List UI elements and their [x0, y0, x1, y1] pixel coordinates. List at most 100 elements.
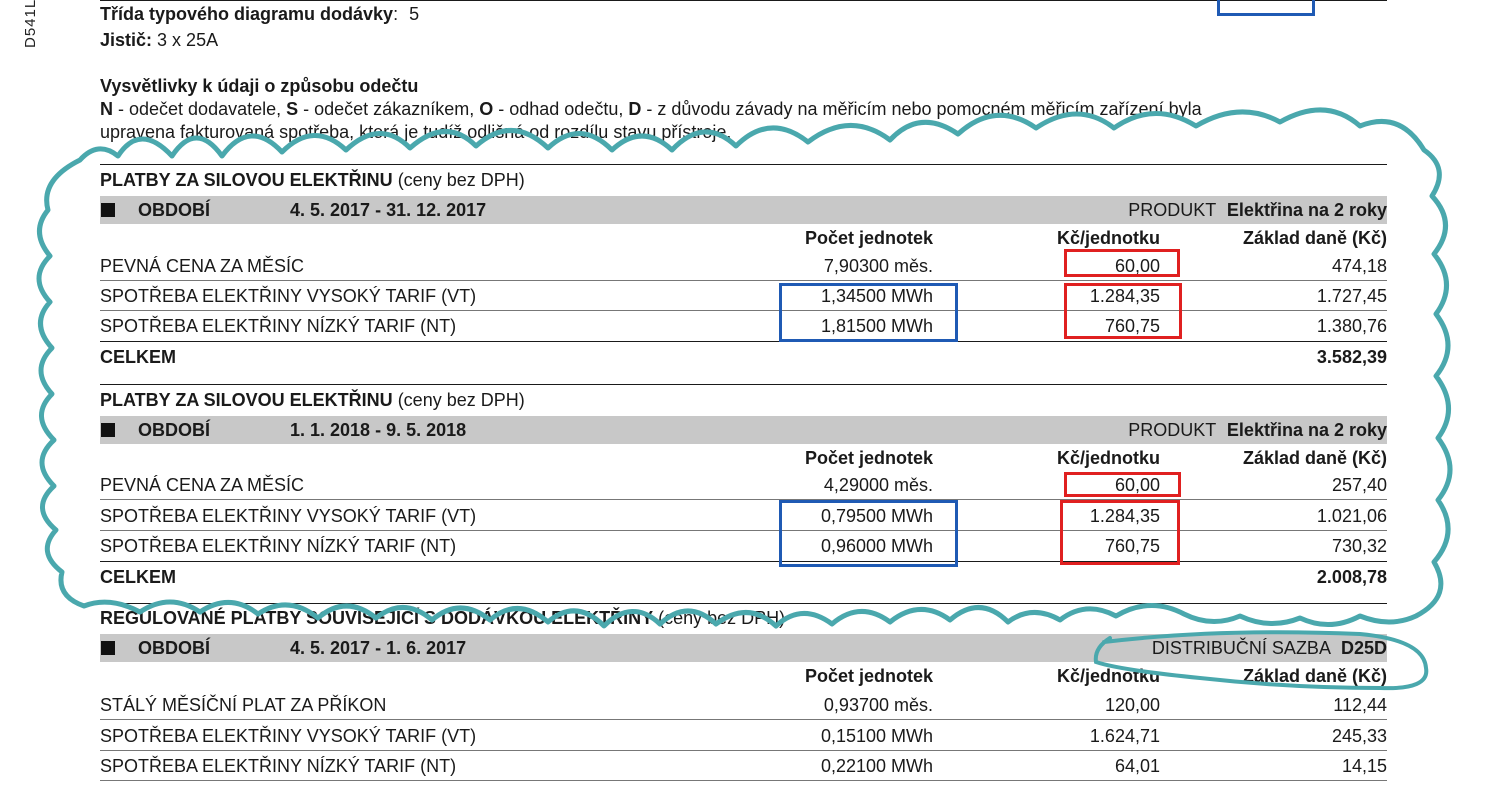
section3-row-rule-3 [100, 780, 1387, 781]
section2-total-rule [100, 561, 1387, 562]
section3-col-base: Základ daně (Kč) [1242, 666, 1387, 686]
legend-line-1: N - odečet dodavatele, S - odečet zákazn… [100, 99, 1202, 120]
row-price: 64,01 [1114, 756, 1160, 776]
top-rule [100, 0, 1387, 1]
breaker-label: Jistič: [100, 30, 153, 50]
row-name: PEVNÁ CENA ZA MĚSÍC [100, 256, 305, 276]
legend-s-key: S [286, 99, 299, 119]
section2-period: 1. 1. 2018 - 9. 5. 2018 [290, 420, 467, 440]
legend-title: Vysvětlivky k údaji o způsobu odečtu [100, 76, 419, 96]
diagram-class-value: 5 [409, 4, 420, 24]
row-base: 112,44 [1333, 695, 1387, 715]
section3-rate-label: DISTRIBUČNÍ SAZBA [1151, 638, 1330, 658]
section2-title-note: (ceny bez DPH) [392, 390, 525, 410]
section1-col-base: Základ daně (Kč) [1242, 228, 1387, 248]
row-name: PEVNÁ CENA ZA MĚSÍC [100, 475, 305, 495]
section3-title-note: (ceny bez DPH) [653, 608, 786, 628]
units-highlight-section1 [779, 283, 958, 342]
section3-title: REGULOVANÉ PLATBY SOUVISEJÍCÍ S DODÁVKOU… [100, 608, 785, 629]
row-name: SPOTŘEBA ELEKTŘINY NÍZKÝ TARIF (NT) [100, 756, 457, 776]
breaker-value: 3 x 25A [157, 30, 219, 50]
section2-row-rule-2 [100, 530, 1387, 531]
legend-d-key: D [628, 99, 642, 119]
section1-title-text: PLATBY ZA SILOVOU ELEKTŘINU [100, 170, 393, 190]
legend-n-key: N [100, 99, 113, 119]
section3-top-rule [100, 603, 1387, 604]
row-units: 0,15100 MWh [820, 726, 933, 746]
row-price: 1.624,71 [1089, 726, 1160, 746]
units-highlight-section2 [779, 500, 958, 567]
section1-top-rule [100, 164, 1387, 165]
section3-row-rule-1 [100, 719, 1387, 720]
row-base: 474,18 [1331, 256, 1387, 276]
section1-product-value: Elektřina na 2 roky [1226, 200, 1387, 220]
section2-product-label: PRODUKT [1128, 420, 1216, 440]
section1-col-units: Počet jednotek [804, 228, 933, 248]
section1-bullet-square [101, 203, 115, 217]
section3-period: 4. 5. 2017 - 1. 6. 2017 [290, 638, 467, 658]
row-name: SPOTŘEBA ELEKTŘINY VYSOKÝ TARIF (VT) [100, 286, 477, 306]
section2-title-text: PLATBY ZA SILOVOU ELEKTŘINU [100, 390, 393, 410]
section1-period: 4. 5. 2017 - 31. 12. 2017 [290, 200, 487, 220]
section2-row-rule-1 [100, 499, 1387, 500]
row-price: 120,00 [1104, 695, 1160, 715]
legend-d-text: - z důvodu závady na měřicím nebo pomocn… [641, 99, 1202, 119]
section1-title: PLATBY ZA SILOVOU ELEKTŘINU (ceny bez DP… [100, 170, 525, 191]
section1-row-rule-2 [100, 310, 1387, 311]
section3-title-text: REGULOVANÉ PLATBY SOUVISEJÍCÍ S DODÁVKOU… [100, 608, 654, 628]
legend-n-text: - odečet dodavatele, [113, 99, 287, 119]
row-units: 0,93700 měs. [823, 695, 933, 715]
row-base: 1.380,76 [1316, 316, 1387, 336]
side-code: D541L [22, 0, 39, 48]
row-units: 0,22100 MWh [820, 756, 933, 776]
section1-total: 3.582,39 [1316, 347, 1387, 367]
section3-rate: DISTRIBUČNÍ SAZBA D25D [1152, 638, 1387, 659]
section2-total: 2.008,78 [1316, 567, 1387, 587]
section1-product: PRODUKT Elektřina na 2 roky [1128, 200, 1387, 221]
section2-product: PRODUKT Elektřina na 2 roky [1128, 420, 1387, 441]
section2-title: PLATBY ZA SILOVOU ELEKTŘINU (ceny bez DP… [100, 390, 525, 411]
section2-col-units: Počet jednotek [804, 448, 933, 468]
legend-o-text: - odhad odečtu, [493, 99, 629, 119]
section2-period-label: OBDOBÍ [138, 420, 210, 440]
price-highlight-section1-energy [1064, 283, 1182, 339]
section2-total-label: CELKEM [100, 567, 176, 587]
row-name: SPOTŘEBA ELEKTŘINY VYSOKÝ TARIF (VT) [100, 726, 477, 746]
section2-col-price: Kč/jednotku [1056, 448, 1160, 468]
section3-col-price: Kč/jednotku [1056, 666, 1160, 686]
section3-col-units: Počet jednotek [804, 666, 933, 686]
section2-top-rule [100, 384, 1387, 385]
legend-line-2: upravena fakturovaná spotřeba, která je … [100, 122, 732, 142]
diagram-class-colon: : [393, 4, 399, 24]
row-name: STÁLÝ MĚSÍČNÍ PLAT ZA PŘÍKON [100, 695, 387, 715]
price-highlight-section2-energy [1060, 500, 1180, 565]
section2-bullet-square [101, 423, 115, 437]
row-base: 1.021,06 [1316, 506, 1387, 526]
section3-period-label: OBDOBÍ [138, 638, 210, 658]
diagram-class-label: Třída typového diagramu dodávky [100, 4, 394, 24]
section3-bullet-square [101, 641, 115, 655]
section1-total-label: CELKEM [100, 347, 176, 367]
row-units: 4,29000 měs. [823, 475, 933, 495]
row-base: 730,32 [1331, 536, 1387, 556]
section3-rate-value: D25D [1340, 638, 1387, 658]
section1-col-price: Kč/jednotku [1056, 228, 1160, 248]
section2-col-base: Základ daně (Kč) [1242, 448, 1387, 468]
diagram-class-line: Třída typového diagramu dodávky: 5 [100, 4, 419, 25]
row-name: SPOTŘEBA ELEKTŘINY VYSOKÝ TARIF (VT) [100, 506, 477, 526]
price-highlight-section1-fixed [1064, 249, 1180, 277]
section1-total-rule [100, 341, 1387, 342]
section3-row-rule-2 [100, 750, 1387, 751]
row-name: SPOTŘEBA ELEKTŘINY NÍZKÝ TARIF (NT) [100, 536, 457, 556]
row-base: 257,40 [1331, 475, 1387, 495]
breaker-line: Jistič: 3 x 25A [100, 30, 218, 51]
section2-product-value: Elektřina na 2 roky [1226, 420, 1387, 440]
section1-product-label: PRODUKT [1128, 200, 1216, 220]
section1-period-label: OBDOBÍ [138, 200, 210, 220]
section1-row-rule-1 [100, 280, 1387, 281]
section1-title-note: (ceny bez DPH) [392, 170, 525, 190]
top-highlight-box [1217, 0, 1315, 16]
row-name: SPOTŘEBA ELEKTŘINY NÍZKÝ TARIF (NT) [100, 316, 457, 336]
row-base: 1.727,45 [1316, 286, 1387, 306]
row-base: 245,33 [1331, 726, 1387, 746]
